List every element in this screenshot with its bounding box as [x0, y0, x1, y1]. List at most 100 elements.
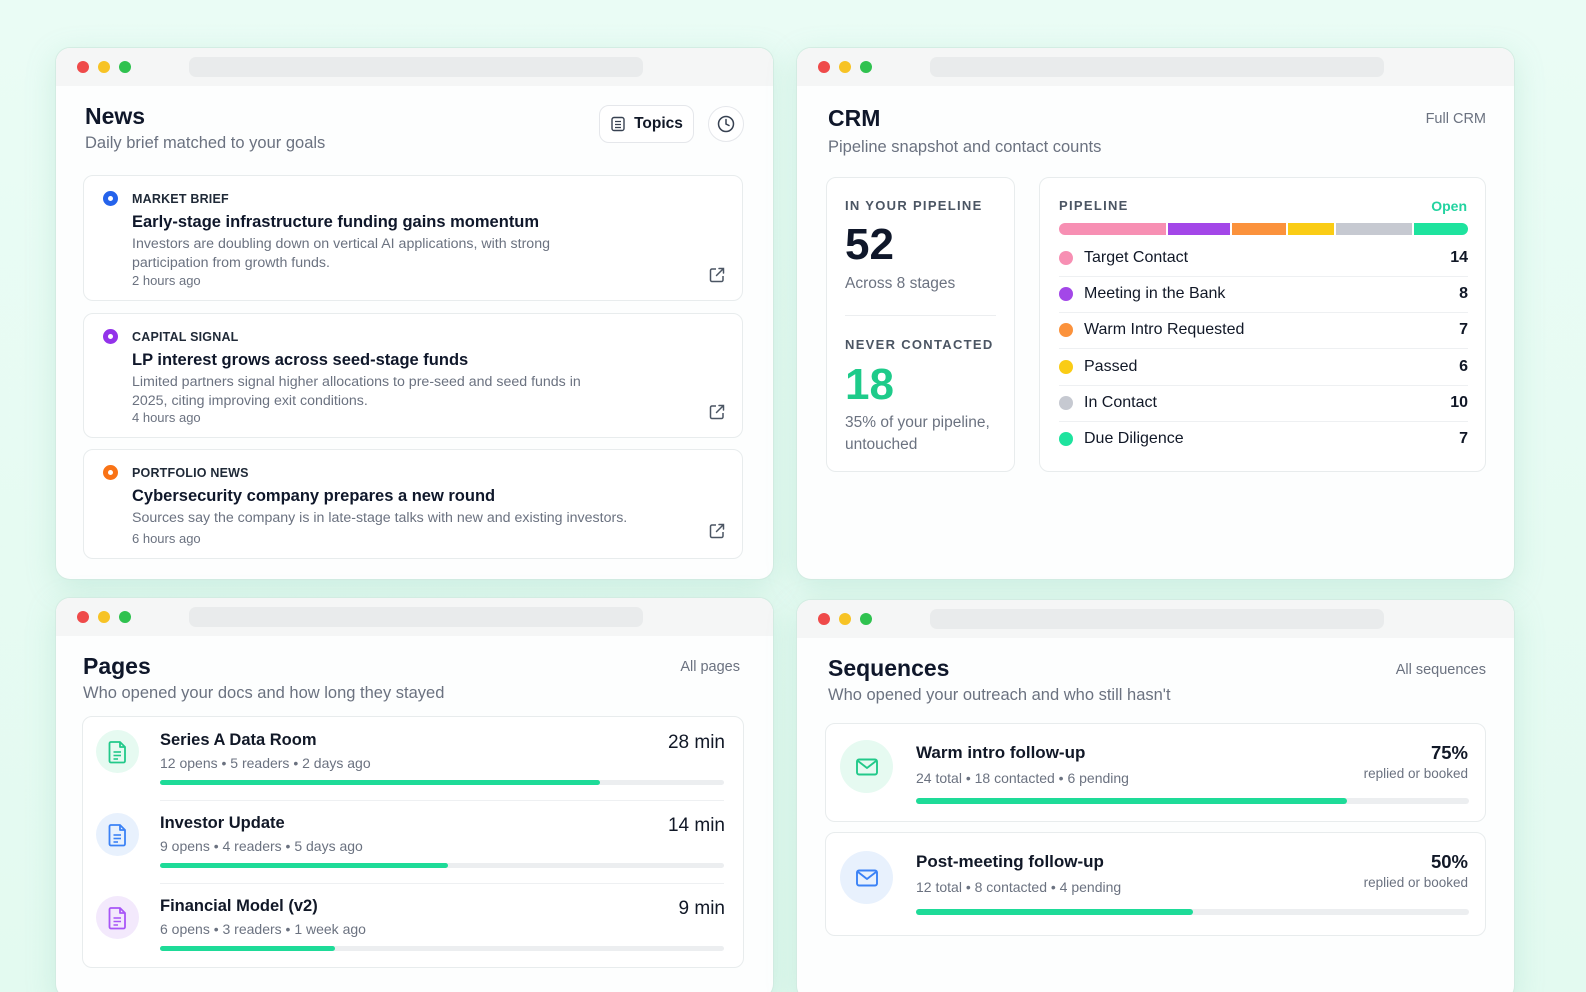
address-bar[interactable]: [189, 607, 643, 627]
pipeline-segment: [1059, 223, 1167, 235]
sequence-name[interactable]: Warm intro follow-up: [916, 743, 1086, 762]
pipeline-status[interactable]: Open: [1431, 198, 1467, 214]
crm-subtitle: Pipeline snapshot and contact counts: [828, 138, 1102, 156]
pipeline-stats-card: IN YOUR PIPELINE 52 Across 8 stages NEVE…: [826, 177, 1015, 472]
all-pages-link[interactable]: All pages: [680, 659, 740, 675]
divider: [160, 883, 724, 884]
file-icon: [108, 740, 126, 763]
divider: [845, 315, 996, 316]
news-time: 2 hours ago: [132, 273, 201, 288]
news-item[interactable]: CAPITAL SIGNAL LP interest grows across …: [83, 313, 743, 438]
sequence-card[interactable]: Warm intro follow-up 24 total • 18 conta…: [825, 723, 1486, 822]
maximize-dot[interactable]: [119, 611, 131, 623]
stage-name: Due Diligence: [1084, 430, 1184, 447]
news-headline[interactable]: Cybersecurity company prepares a new rou…: [132, 487, 496, 505]
sequences-title: Sequences: [828, 655, 950, 681]
pipeline-segment: [1414, 223, 1469, 235]
pipeline-stage-row[interactable]: Due Diligence 7: [1059, 421, 1468, 457]
list-item[interactable]: Series A Data Room 12 opens • 5 readers …: [83, 717, 743, 800]
divider: [1059, 312, 1468, 314]
sequence-progress-bar: [916, 909, 1469, 915]
crm-title: CRM: [828, 105, 881, 131]
stage-count: 7: [1459, 321, 1468, 339]
stage-count: 10: [1450, 393, 1468, 411]
external-link-icon[interactable]: [708, 266, 726, 284]
news-summary: Sources say the company is in late-stage…: [132, 510, 628, 526]
sequence-name[interactable]: Post-meeting follow-up: [916, 852, 1104, 871]
sequences-subtitle: Who opened your outreach and who still h…: [828, 686, 1171, 704]
list-item[interactable]: Financial Model (v2) 6 opens • 3 readers…: [83, 883, 743, 966]
sequence-progress-bar: [916, 798, 1469, 804]
news-headline[interactable]: Early-stage infrastructure funding gains…: [132, 213, 540, 231]
in-pipeline-desc: Across 8 stages: [845, 275, 956, 292]
read-progress-bar: [160, 863, 724, 868]
minimize-dot[interactable]: [839, 61, 851, 73]
maximize-dot[interactable]: [119, 61, 131, 73]
pages-window: Pages Who opened your docs and how long …: [56, 598, 773, 992]
sequence-percent: 75%: [1430, 742, 1468, 763]
stage-count: 7: [1459, 430, 1468, 447]
pipeline-stage-row[interactable]: In Contact 10: [1059, 385, 1468, 421]
stage-color-dot-icon: [1059, 359, 1073, 374]
news-summary: Limited partners signal higher allocatio…: [132, 374, 581, 409]
close-dot[interactable]: [77, 611, 89, 623]
pipeline-segment: [1287, 223, 1334, 235]
news-summary: Investors are doubling down on vertical …: [132, 236, 550, 271]
stage-count: 8: [1459, 285, 1468, 303]
sequence-percent-label: replied or booked: [1363, 875, 1468, 890]
category-dot-icon: [103, 329, 118, 344]
minimize-dot[interactable]: [98, 61, 110, 73]
page-name[interactable]: Financial Model (v2): [160, 897, 318, 915]
close-dot[interactable]: [77, 61, 89, 73]
close-dot[interactable]: [818, 61, 830, 73]
full-crm-link[interactable]: Full CRM: [1425, 111, 1486, 127]
stage-name: Meeting in the Bank: [1084, 285, 1226, 303]
maximize-dot[interactable]: [860, 61, 872, 73]
maximize-dot[interactable]: [860, 613, 872, 625]
pipeline-segment: [1168, 223, 1230, 235]
pipeline-segment: [1335, 223, 1413, 235]
page-name[interactable]: Series A Data Room: [160, 731, 317, 749]
external-link-icon[interactable]: [708, 403, 726, 421]
pipeline-stage-row[interactable]: Target Contact 14: [1059, 240, 1468, 276]
sequence-percent-label: replied or booked: [1363, 766, 1468, 781]
divider: [1059, 348, 1468, 350]
pipeline-stage-row[interactable]: Warm Intro Requested 7: [1059, 312, 1468, 348]
news-time: 6 hours ago: [132, 531, 201, 546]
news-category: MARKET BRIEF: [132, 192, 229, 206]
address-bar[interactable]: [189, 57, 643, 77]
page-meta: 12 opens • 5 readers • 2 days ago: [160, 755, 371, 771]
category-dot-icon: [103, 465, 118, 480]
topics-button[interactable]: Topics: [599, 105, 694, 143]
close-dot[interactable]: [818, 613, 830, 625]
category-dot-icon: [103, 191, 118, 206]
crm-window: CRM Pipeline snapshot and contact counts…: [797, 48, 1514, 579]
external-link-icon[interactable]: [708, 522, 726, 540]
news-item[interactable]: PORTFOLIO NEWS Cybersecurity company pre…: [83, 449, 743, 559]
address-bar[interactable]: [930, 57, 1384, 77]
stage-name: Passed: [1084, 357, 1138, 375]
news-headline[interactable]: LP interest grows across seed-stage fund…: [132, 351, 469, 369]
stage-color-dot-icon: [1059, 287, 1073, 302]
list-item[interactable]: Investor Update 9 opens • 4 readers • 5 …: [83, 800, 743, 883]
news-item[interactable]: MARKET BRIEF Early-stage infrastructure …: [83, 175, 743, 301]
sequence-card[interactable]: Post-meeting follow-up 12 total • 8 cont…: [825, 832, 1486, 936]
minimize-dot[interactable]: [839, 613, 851, 625]
page-name[interactable]: Investor Update: [160, 814, 285, 832]
page-meta: 6 opens • 3 readers • 1 week ago: [160, 921, 366, 937]
minimize-dot[interactable]: [98, 611, 110, 623]
all-sequences-link[interactable]: All sequences: [1395, 662, 1486, 678]
envelope-icon: [855, 758, 878, 775]
page-duration: 9 min: [678, 898, 725, 919]
history-button[interactable]: [708, 106, 744, 142]
address-bar[interactable]: [930, 609, 1384, 629]
pipeline-stage-row[interactable]: Passed 6: [1059, 349, 1468, 385]
sequences-titlebar: [797, 600, 1514, 638]
pipeline-stage-row[interactable]: Meeting in the Bank 8: [1059, 276, 1468, 312]
file-icon: [108, 823, 126, 846]
never-contacted-value: 18: [845, 360, 894, 409]
document-icon: [96, 813, 139, 856]
crm-titlebar: [797, 48, 1514, 86]
read-progress-bar: [160, 780, 724, 785]
sequence-percent: 50%: [1430, 851, 1468, 872]
